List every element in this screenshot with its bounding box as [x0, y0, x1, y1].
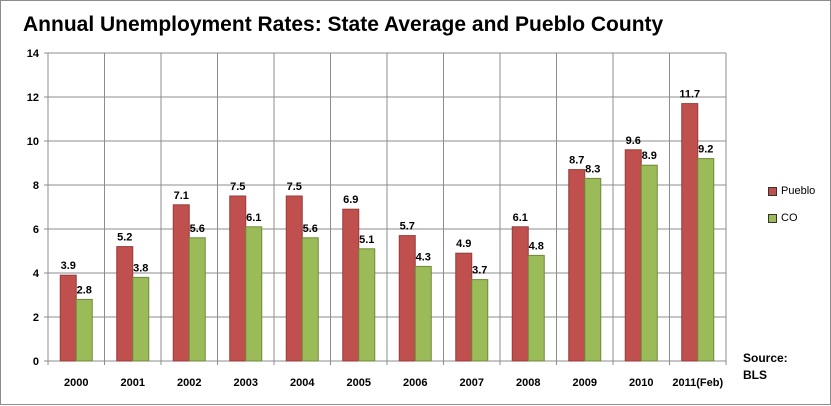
- y-tick-label: 4: [33, 268, 40, 280]
- x-tick-label: 2007: [460, 377, 484, 389]
- data-label-co-2011(Feb): 9.2: [698, 144, 713, 156]
- bar-co-2007: [471, 279, 489, 362]
- bar-co-2002: [188, 237, 206, 362]
- data-label-co-2008: 4.8: [529, 240, 544, 252]
- bar-co-2010: [640, 164, 658, 362]
- bar-pueblo-2004: [285, 195, 303, 362]
- x-tick-label: 2005: [347, 377, 371, 389]
- bar-co-2000: [75, 298, 93, 362]
- bar-pueblo-2003: [229, 195, 247, 362]
- y-tick-label: 14: [27, 48, 40, 60]
- y-tick-label: 2: [33, 312, 39, 324]
- data-label-co-2003: 6.1: [246, 212, 261, 224]
- x-tick-label: 2008: [516, 377, 540, 389]
- bar-co-2009: [584, 177, 602, 362]
- y-tick-label: 6: [33, 224, 39, 236]
- legend-swatch-pueblo: [768, 186, 777, 196]
- x-tick-label: 2006: [403, 377, 427, 389]
- legend-label-co: CO: [781, 212, 798, 224]
- data-label-pueblo-2008: 6.1: [513, 212, 528, 224]
- y-tick-label: 0: [33, 356, 39, 368]
- x-tick-label: 2001: [121, 377, 145, 389]
- data-label-pueblo-2009: 8.7: [569, 155, 584, 167]
- data-label-pueblo-2007: 4.9: [456, 238, 471, 250]
- bars: [59, 103, 715, 362]
- labels: 0 2 4 6 8 10 12 14 3.92.8 2000 5.2 3.8 2001 7.1 5.6 200…: [27, 48, 724, 389]
- data-label-pueblo-2006: 5.7: [400, 221, 415, 233]
- bar-pueblo-2008: [511, 226, 529, 362]
- bar-co-2004: [301, 237, 319, 362]
- x-tick-label: 2000: [64, 377, 88, 389]
- data-label-co-2007: 3.7: [472, 265, 487, 277]
- data-label-co-2004: 5.6: [303, 223, 318, 235]
- bar-co-2006: [414, 265, 432, 362]
- y-tick-label: 12: [27, 92, 39, 104]
- x-tick-label: 2003: [234, 377, 258, 389]
- data-label-pueblo-2004: 7.5: [287, 181, 302, 193]
- bar-pueblo-2002: [172, 204, 190, 362]
- bar-co-2011(Feb): [697, 158, 715, 362]
- data-label-pueblo-2010: 9.6: [626, 135, 641, 147]
- legend-label-pueblo: Pueblo: [781, 185, 816, 197]
- data-label-pueblo-2005: 6.9: [343, 194, 358, 206]
- axes: [44, 52, 726, 362]
- data-label-pueblo-2011(Feb): 11.7: [679, 89, 700, 101]
- data-label-co-2000: 2.8: [77, 284, 92, 296]
- source-label: Source:: [743, 351, 788, 365]
- data-label-co-2009: 8.3: [585, 163, 600, 175]
- data-label-co-2006: 4.3: [416, 251, 431, 263]
- x-tick-label: 2002: [177, 377, 201, 389]
- source-note: Source: BLS: [743, 350, 788, 384]
- bar-co-2008: [527, 254, 545, 362]
- x-tick-label: 2010: [629, 377, 653, 389]
- y-tick-label: 10: [27, 136, 39, 148]
- data-label-pueblo-2000: 3.9: [61, 260, 76, 272]
- grid-lines: [47, 52, 727, 365]
- bar-co-2003: [245, 226, 263, 362]
- data-label-co-2010: 8.9: [642, 150, 657, 162]
- legend-item-pueblo: Pueblo: [768, 184, 815, 198]
- source-value: BLS: [743, 368, 767, 382]
- bar-pueblo-2010: [624, 149, 642, 362]
- data-label-co-2001: 3.8: [133, 262, 148, 274]
- data-label-pueblo-2003: 7.5: [230, 181, 245, 193]
- y-tick-label: 8: [33, 180, 39, 192]
- bar-pueblo-2009: [568, 169, 586, 362]
- bar-pueblo-2000: [59, 274, 77, 362]
- legend: Pueblo CO: [768, 184, 815, 238]
- bar-pueblo-2006: [398, 235, 416, 362]
- bar-co-2001: [132, 276, 150, 362]
- bar-pueblo-2001: [116, 246, 134, 362]
- x-tick-label: 2009: [573, 377, 597, 389]
- data-label-pueblo-2001: 5.2: [117, 232, 132, 244]
- bar-co-2005: [358, 248, 376, 362]
- data-label-pueblo-2002: 7.1: [174, 190, 189, 202]
- bar-pueblo-2005: [342, 208, 360, 362]
- data-label-co-2005: 5.1: [359, 234, 374, 246]
- data-label-co-2002: 5.6: [190, 223, 205, 235]
- x-tick-label: 2004: [290, 377, 315, 389]
- legend-swatch-co: [768, 213, 777, 223]
- x-tick-label: 2011(Feb): [672, 377, 723, 389]
- chart-title: Annual Unemployment Rates: State Average…: [23, 13, 664, 36]
- bar-pueblo-2011(Feb): [681, 103, 699, 362]
- legend-item-co: CO: [768, 211, 815, 225]
- bar-pueblo-2007: [455, 252, 473, 362]
